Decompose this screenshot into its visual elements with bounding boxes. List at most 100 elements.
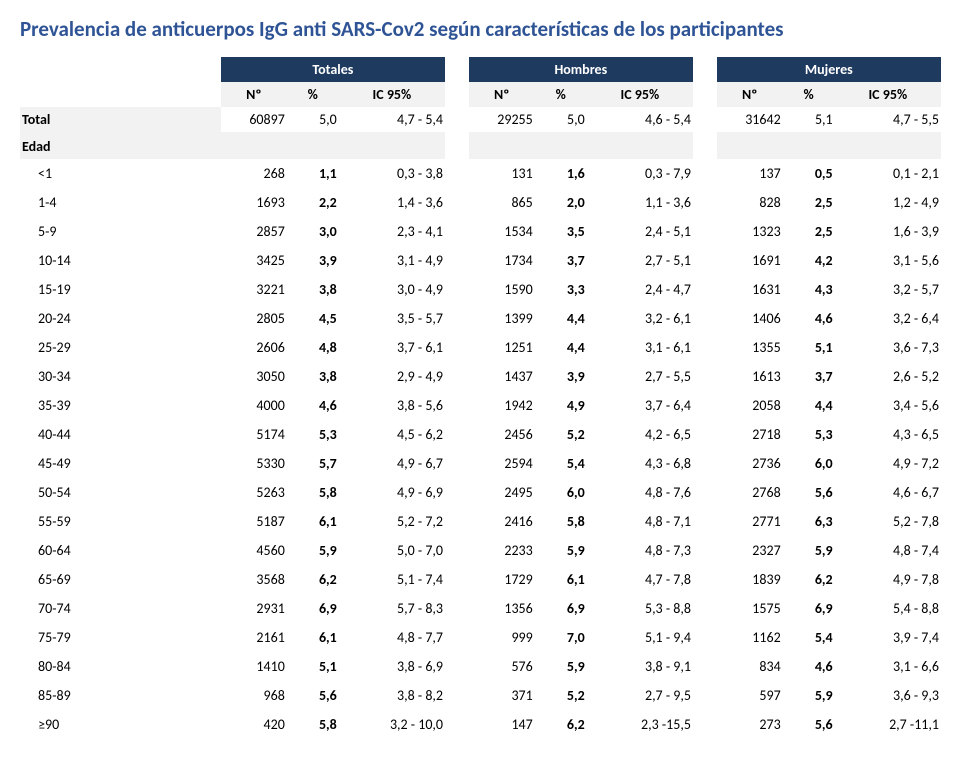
subheader-pct: % <box>783 82 835 107</box>
group-header-row: Totales Hombres Mujeres <box>20 57 941 82</box>
cell-n: 2736 <box>717 449 783 478</box>
row-label: 40-44 <box>20 420 221 449</box>
cell-pct: 6,0 <box>535 478 587 507</box>
table-row: 85-899685,63,8 - 8,23715,22,7 - 9,55975,… <box>20 681 941 710</box>
cell-ic: 3,2 - 10,0 <box>339 710 445 739</box>
cell-n: 2456 <box>469 420 535 449</box>
cell-ic: 3,6 - 9,3 <box>835 681 941 710</box>
cell-pct: 4,4 <box>783 391 835 420</box>
cell-n: 268 <box>221 159 287 188</box>
cell-n: 834 <box>717 652 783 681</box>
cell-n: 147 <box>469 710 535 739</box>
cell-n: 1356 <box>469 594 535 623</box>
gap <box>693 107 717 132</box>
subheader-n: Nº <box>221 82 287 107</box>
gap <box>445 246 469 275</box>
cell-ic: 5,3 - 8,8 <box>587 594 693 623</box>
cell-pct: 6,2 <box>535 710 587 739</box>
cell-pct: 5,9 <box>535 536 587 565</box>
cell-pct: 5,8 <box>287 710 339 739</box>
cell-pct: 7,0 <box>535 623 587 652</box>
row-label: 5-9 <box>20 217 221 246</box>
cell-n: 2931 <box>221 594 287 623</box>
cell-ic: 3,1 - 5,6 <box>835 246 941 275</box>
cell-ic: 5,1 - 7,4 <box>339 565 445 594</box>
cell-n: 273 <box>717 710 783 739</box>
gap <box>693 188 717 217</box>
cell-n: 2857 <box>221 217 287 246</box>
cell-n: 5263 <box>221 478 287 507</box>
cell-ic: 5,7 - 8,3 <box>339 594 445 623</box>
cell-ic: 3,8 - 5,6 <box>339 391 445 420</box>
cell-n: 4560 <box>221 536 287 565</box>
gap <box>445 304 469 333</box>
subheader-n: Nº <box>717 82 783 107</box>
table-row: 65-6935686,25,1 - 7,417296,14,7 - 7,8183… <box>20 565 941 594</box>
cell-n: 1734 <box>469 246 535 275</box>
cell-pct: 3,7 <box>535 246 587 275</box>
cell-ic: 3,1 - 6,1 <box>587 333 693 362</box>
cell-n: 1839 <box>717 565 783 594</box>
gap <box>445 536 469 565</box>
cell-ic: 4,9 - 6,9 <box>339 478 445 507</box>
cell-n: 2233 <box>469 536 535 565</box>
cell-ic: 2,4 - 5,1 <box>587 217 693 246</box>
cell-pct: 5,3 <box>783 420 835 449</box>
gap <box>693 420 717 449</box>
gap <box>693 57 717 82</box>
cell-n: 1410 <box>221 652 287 681</box>
cell-pct: 5,3 <box>287 420 339 449</box>
gap <box>693 681 717 710</box>
row-label: 70-74 <box>20 594 221 623</box>
cell-n: 2495 <box>469 478 535 507</box>
subheader-ic: IC 95% <box>587 82 693 107</box>
cell-n: 2805 <box>221 304 287 333</box>
cell-pct: 6,0 <box>783 449 835 478</box>
gap <box>445 333 469 362</box>
cell-n: 2718 <box>717 420 783 449</box>
gap <box>693 449 717 478</box>
cell-ic: 4,7 - 7,8 <box>587 565 693 594</box>
cell-pct: 5,0 <box>287 107 339 132</box>
cell-n: 31642 <box>717 107 783 132</box>
cell-ic: 3,2 - 6,1 <box>587 304 693 333</box>
gap <box>445 565 469 594</box>
cell-pct: 2,2 <box>287 188 339 217</box>
cell-ic: 4,7 - 5,4 <box>339 107 445 132</box>
cell-n: 1631 <box>717 275 783 304</box>
cell-pct: 2,5 <box>783 188 835 217</box>
cell-pct: 2,0 <box>535 188 587 217</box>
cell-pct: 3,0 <box>287 217 339 246</box>
row-label: ≥90 <box>20 710 221 739</box>
cell-n: 2606 <box>221 333 287 362</box>
cell-pct: 6,2 <box>783 565 835 594</box>
cell-pct: 5,6 <box>783 710 835 739</box>
gap <box>445 478 469 507</box>
cell-ic: 2,4 - 4,7 <box>587 275 693 304</box>
cell-n: 1575 <box>717 594 783 623</box>
cell-ic: 5,0 - 7,0 <box>339 536 445 565</box>
group-mujeres: Mujeres <box>717 57 941 82</box>
row-label: 65-69 <box>20 565 221 594</box>
cell-ic: 5,2 - 7,8 <box>835 507 941 536</box>
row-label: 25-29 <box>20 333 221 362</box>
subheader-pct: % <box>535 82 587 107</box>
cell-ic: 4,2 - 6,5 <box>587 420 693 449</box>
table-row: 5-928573,02,3 - 4,115343,52,4 - 5,113232… <box>20 217 941 246</box>
cell-n: 1437 <box>469 362 535 391</box>
cell-n: 2058 <box>717 391 783 420</box>
cell-ic: 3,2 - 6,4 <box>835 304 941 333</box>
row-label: 85-89 <box>20 681 221 710</box>
gap <box>445 623 469 652</box>
cell-pct: 5,6 <box>783 478 835 507</box>
gap <box>693 565 717 594</box>
cell-ic: 4,8 - 7,6 <box>587 478 693 507</box>
cell-pct: 1,6 <box>535 159 587 188</box>
cell-n: 2327 <box>717 536 783 565</box>
cell-pct: 1,1 <box>287 159 339 188</box>
row-label: 80-84 <box>20 652 221 681</box>
cell-n: 3050 <box>221 362 287 391</box>
cell-pct: 6,1 <box>535 565 587 594</box>
cell-pct: 3,9 <box>287 246 339 275</box>
cell-ic: 1,6 - 3,9 <box>835 217 941 246</box>
